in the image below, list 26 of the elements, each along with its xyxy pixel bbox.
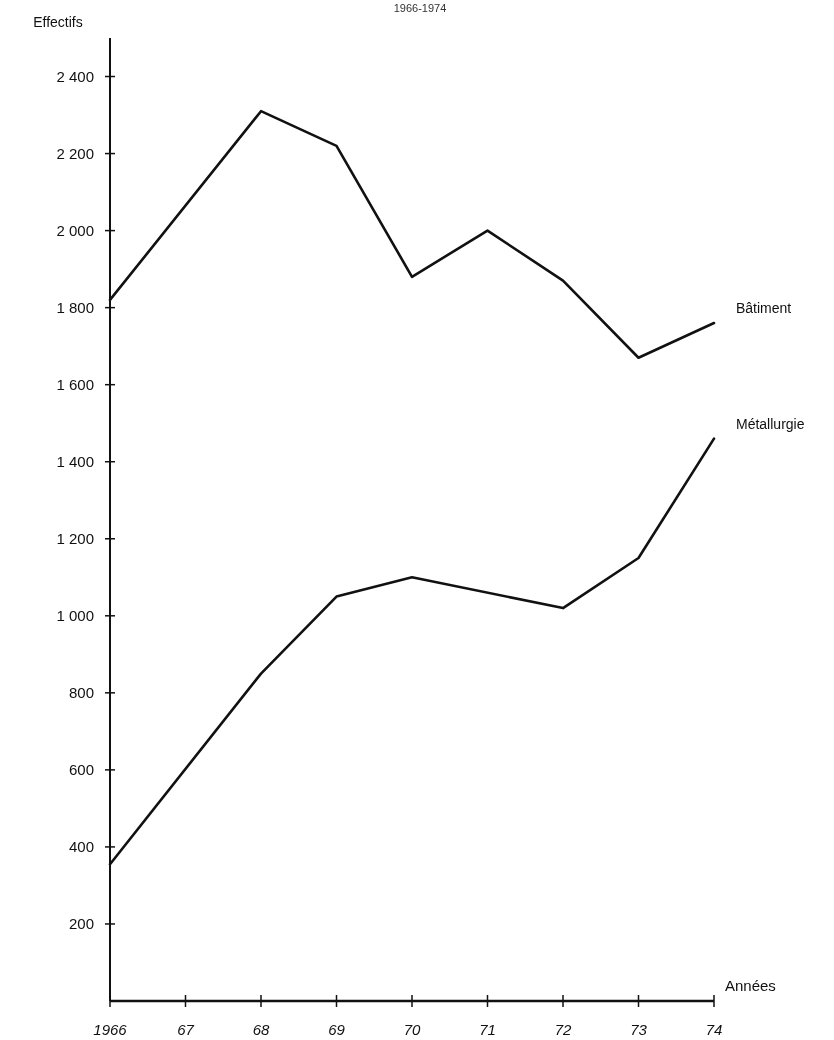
y-tick-label: 1 200: [56, 529, 94, 547]
y-tick-label: 2 200: [56, 144, 94, 162]
x-axis-title: Années: [725, 977, 776, 994]
x-tick-label: 67: [177, 1021, 195, 1038]
y-tick-label: 800: [68, 683, 94, 701]
y-tick-label: 1 400: [56, 452, 94, 470]
series-label: Métallurgie: [736, 415, 805, 432]
y-axis-title: Effectifs: [33, 14, 83, 30]
y-tick-label: 600: [68, 760, 94, 778]
y-tick-label: 1 600: [56, 375, 94, 393]
x-tick-label: 68: [252, 1021, 270, 1038]
y-tick-label: 200: [68, 914, 94, 932]
y-tick-label: 1 000: [56, 606, 94, 624]
x-tick-label: 71: [479, 1021, 496, 1038]
x-tick-label: 70: [403, 1021, 421, 1038]
chart-title: 1966-1974: [393, 2, 447, 14]
y-tick-label: 400: [68, 837, 94, 855]
x-tick-label: 73: [630, 1021, 648, 1038]
x-tick-label: 1966: [93, 1021, 128, 1038]
series-label: Bâtiment: [736, 300, 792, 317]
y-tick-label: 1 800: [56, 298, 94, 316]
y-tick-label: 2 000: [56, 221, 94, 239]
y-tick-label: 2 400: [56, 67, 94, 85]
x-tick-label: 74: [705, 1021, 723, 1038]
x-tick-label: 72: [554, 1021, 572, 1038]
x-tick-label: 69: [328, 1021, 346, 1038]
